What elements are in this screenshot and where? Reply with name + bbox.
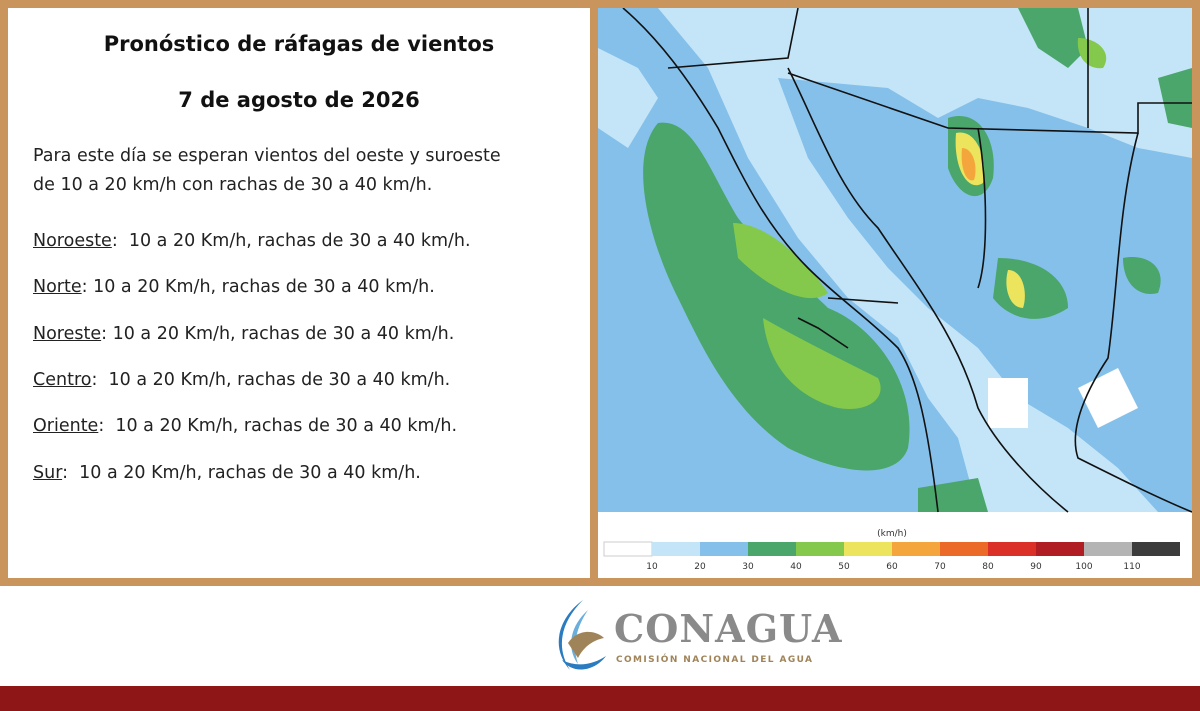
- borders: [622, 7, 1193, 513]
- zone: [733, 223, 828, 299]
- footer-bar: [0, 686, 1200, 711]
- intro: Para este día se esperan vientos del oes…: [33, 146, 501, 166]
- region-text: : 10 a 20 Km/h, rachas de 30 a 40 km/h.: [62, 462, 421, 483]
- region-text: : 10 a 20 Km/h, rachas de 30 a 40 km/h.: [91, 369, 451, 390]
- intro: de 10 a 20 km/h con rachas de 30 a 40 km…: [33, 175, 433, 195]
- zone: [598, 48, 658, 148]
- legend-unit: (km/h): [877, 529, 907, 539]
- region-name: Centro: [33, 369, 92, 390]
- legend-tick: 90: [1030, 562, 1042, 572]
- legend-swatch: [844, 542, 892, 556]
- zone: [1123, 257, 1161, 294]
- region-text: : 10 a 20 Km/h, rachas de 30 a 40 km/h.: [111, 231, 471, 251]
- region-row: Centro: 10 a 20 Km/h, rachas de 30 a 40 …: [33, 370, 450, 390]
- legend-tick: 20: [694, 562, 706, 572]
- logo: [548, 598, 608, 678]
- region-name: Norte: [33, 277, 82, 298]
- zone: [763, 318, 881, 409]
- legend-tick: 30: [742, 562, 754, 572]
- legend-swatch: [796, 542, 844, 556]
- map-panel: (km/h) 10 20 30 40 50 60 70 80 90 100 110: [598, 7, 1193, 578]
- zone: [1077, 38, 1107, 69]
- legend-swatch: [940, 542, 988, 556]
- region-name: Noreste: [33, 323, 102, 344]
- date: 7 de agosto de 2026: [178, 88, 420, 112]
- legend-swatch: [652, 542, 700, 556]
- region-name: Sur: [33, 462, 63, 483]
- region-row: Oriente: 10 a 20 Km/h, rachas de 30 a 40…: [33, 416, 457, 436]
- legend-tick: 110: [1123, 562, 1140, 572]
- region-text: : 10 a 20 Km/h, rachas de 30 a 40 km/h.: [98, 416, 458, 437]
- region-row: Sur: 10 a 20 Km/h, rachas de 30 a 40 km/…: [33, 463, 421, 483]
- zone: [1158, 68, 1192, 128]
- legend-swatch: [603, 541, 653, 557]
- legend-swatch: [1036, 542, 1084, 556]
- region-text: : 10 a 20 Km/h, rachas de 30 a 40 km/h.: [81, 277, 435, 298]
- legend-tick: 70: [934, 562, 946, 572]
- region-name: Noroeste: [33, 231, 112, 251]
- title: Pronóstico de ráfagas de vientos: [103, 32, 495, 56]
- region-name: Oriente: [33, 416, 99, 437]
- legend-swatch: [700, 542, 748, 556]
- legend-swatch: [748, 542, 796, 556]
- legend-swatch: [988, 542, 1036, 556]
- legend-tick: 50: [838, 562, 850, 572]
- zone: [1018, 8, 1088, 68]
- region-row: Norte: 10 a 20 Km/h, rachas de 30 a 40 k…: [33, 277, 435, 297]
- legend-tick: 80: [982, 562, 994, 572]
- legend-tick: 100: [1075, 562, 1092, 572]
- legend-tick: 10: [646, 562, 658, 572]
- region-text: : 10 a 20 Km/h, rachas de 30 a 40 km/h.: [101, 323, 455, 344]
- legend-tick: 40: [790, 562, 802, 572]
- legend-swatch: [1132, 542, 1180, 556]
- zone: [988, 378, 1028, 428]
- zone: [961, 148, 976, 181]
- text-panel: Pronóstico de ráfagas de vientos 7 de ag…: [8, 8, 590, 578]
- logo-name: CONAGUA: [614, 606, 843, 651]
- legend-swatch: [1084, 542, 1132, 556]
- map: (km/h) 10 20 30 40 50 60 70 80 90 100 110: [598, 7, 1193, 572]
- zone: [1006, 270, 1025, 308]
- legend-swatch: [892, 542, 940, 556]
- region-row: Noreste: 10 a 20 Km/h, rachas de 30 a 40…: [33, 324, 454, 344]
- region-row: Noroeste: 10 a 20 Km/h, rachas de 30 a 4…: [33, 231, 471, 251]
- logo-icon: [558, 600, 606, 670]
- logo-subtitle: COMISIÓN NACIONAL DEL AGUA: [616, 655, 814, 665]
- legend-tick: 60: [886, 562, 898, 572]
